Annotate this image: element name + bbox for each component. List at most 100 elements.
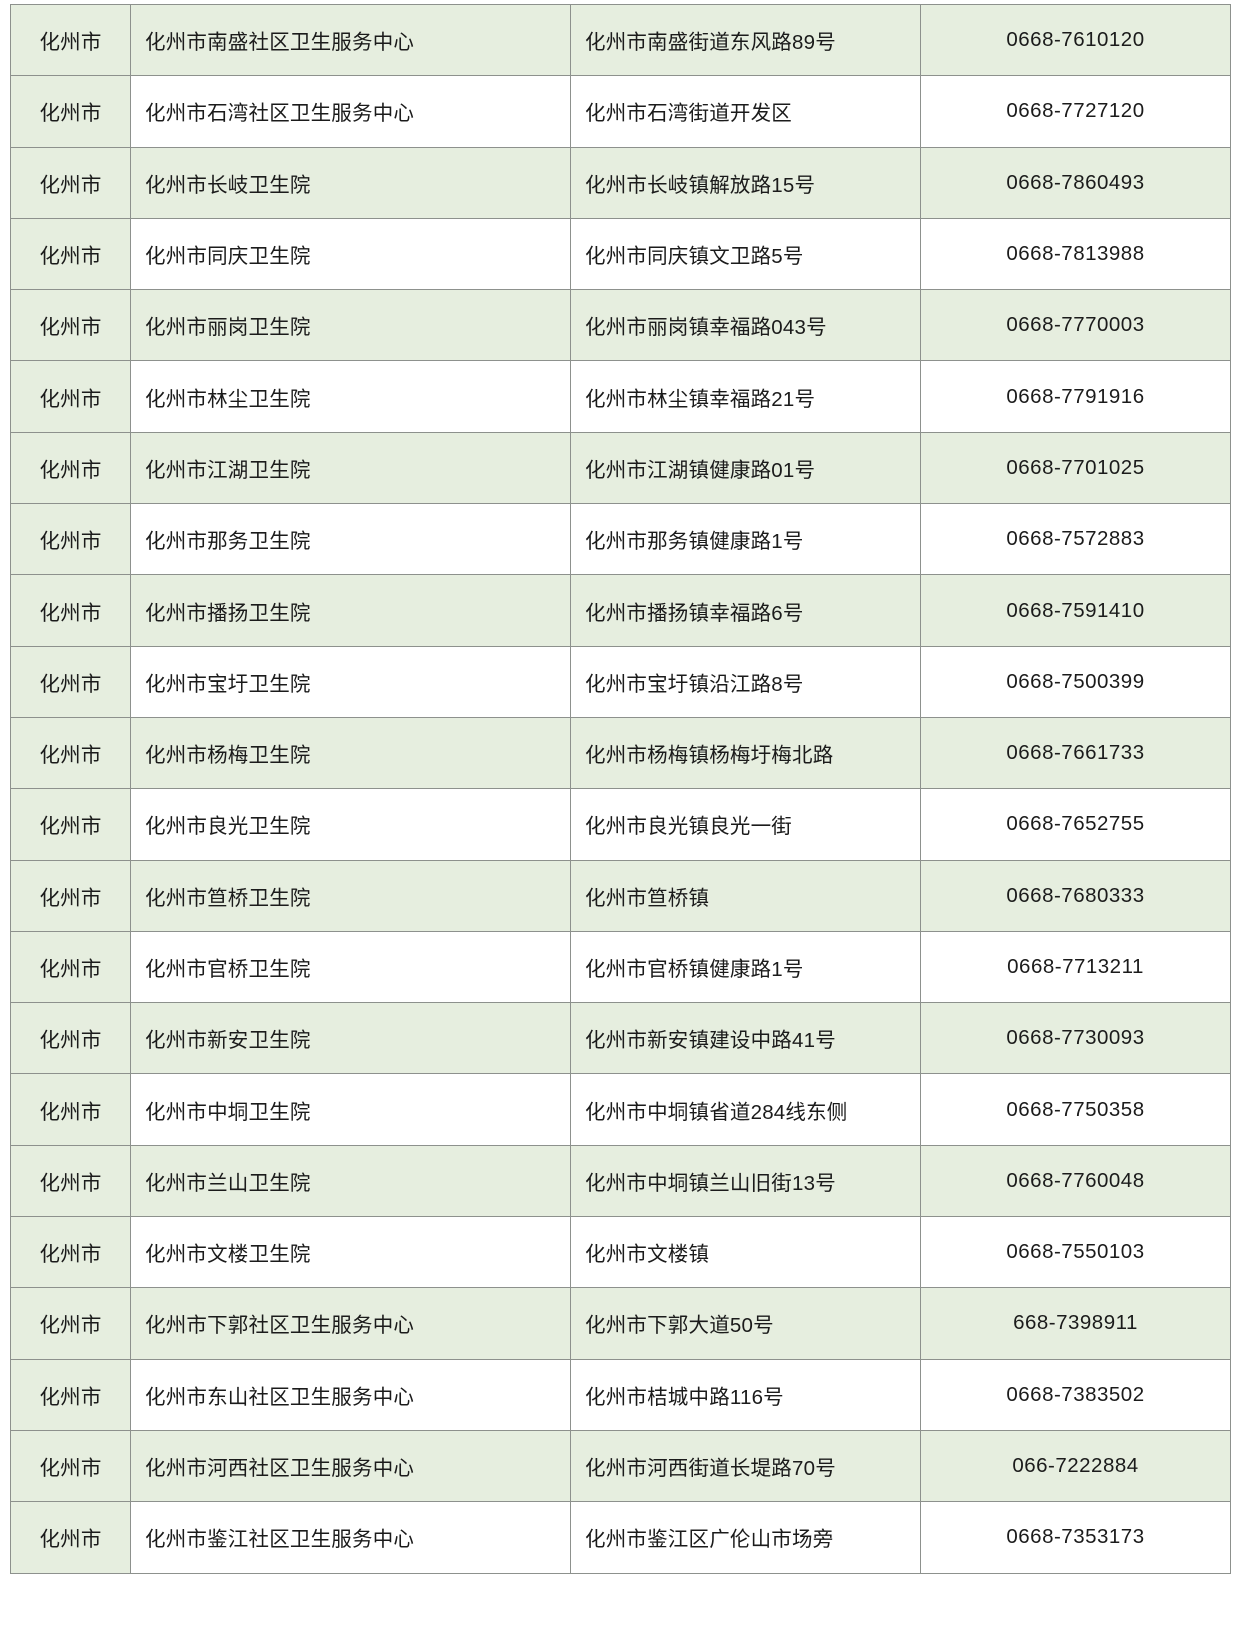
- cell-address: 化州市长岐镇解放路15号: [570, 146, 921, 219]
- cell-region: 化州市: [10, 1144, 131, 1218]
- cell-region: 化州市: [10, 3, 131, 77]
- table-row: 化州市 化州市同庆卫生院 化州市同庆镇文卫路5号 0668-7813988: [10, 217, 1231, 291]
- table-row: 化州市 化州市官桥卫生院 化州市官桥镇健康路1号 0668-7713211: [10, 930, 1231, 1004]
- cell-region: 化州市: [10, 1287, 131, 1360]
- cell-address: 化州市林尘镇幸福路21号: [570, 360, 921, 433]
- cell-region: 化州市: [10, 930, 131, 1004]
- table-row: 化州市 化州市新安卫生院 化州市新安镇建设中路41号 0668-7730093: [10, 1002, 1231, 1075]
- cell-address: 化州市那务镇健康路1号: [570, 503, 921, 576]
- table-row: 化州市 化州市南盛社区卫生服务中心 化州市南盛街道东风路89号 0668-761012…: [10, 3, 1231, 77]
- cell-phone: 0668-7713211: [920, 930, 1231, 1004]
- cell-phone: 0668-7701025: [920, 431, 1231, 505]
- cell-address: 化州市笪桥镇: [570, 859, 921, 932]
- cell-address: 化州市南盛街道东风路89号: [570, 3, 921, 77]
- table-row: 化州市 化州市中垌卫生院 化州市中垌镇省道284线东侧 0668-7750358: [10, 1073, 1231, 1146]
- table-row: 化州市 化州市林尘卫生院 化州市林尘镇幸福路21号 0668-7791916: [10, 360, 1231, 433]
- cell-phone: 0668-7680333: [920, 859, 1231, 932]
- facility-table-container: 化州市 化州市南盛社区卫生服务中心 化州市南盛街道东风路89号 0668-761012…: [10, 3, 1231, 1574]
- cell-phone: 0668-7353173: [920, 1501, 1231, 1574]
- cell-facility-name: 化州市河西社区卫生服务中心: [130, 1429, 571, 1503]
- table-row: 化州市 化州市石湾社区卫生服务中心 化州市石湾街道开发区 0668-7727120: [10, 75, 1231, 148]
- cell-address: 化州市河西街道长堤路70号: [570, 1429, 921, 1503]
- cell-address: 化州市宝圩镇沿江路8号: [570, 645, 921, 718]
- cell-region: 化州市: [10, 1002, 131, 1075]
- cell-phone: 668-7398911: [920, 1287, 1231, 1360]
- cell-phone: 0668-7661733: [920, 716, 1231, 790]
- table-row: 化州市 化州市杨梅卫生院 化州市杨梅镇杨梅圩梅北路 0668-7661733: [10, 716, 1231, 790]
- cell-phone: 0668-7770003: [920, 289, 1231, 362]
- cell-address: 化州市石湾街道开发区: [570, 75, 921, 148]
- cell-address: 化州市下郭大道50号: [570, 1287, 921, 1360]
- cell-address: 化州市播扬镇幸福路6号: [570, 574, 921, 647]
- cell-facility-name: 化州市杨梅卫生院: [130, 716, 571, 790]
- table-row: 化州市 化州市播扬卫生院 化州市播扬镇幸福路6号 0668-7591410: [10, 574, 1231, 647]
- cell-address: 化州市江湖镇健康路01号: [570, 431, 921, 505]
- cell-phone: 0668-7860493: [920, 146, 1231, 219]
- cell-region: 化州市: [10, 788, 131, 861]
- table-row: 化州市 化州市鉴江社区卫生服务中心 化州市鉴江区广伦山市场旁 0668-7353173: [10, 1501, 1231, 1574]
- cell-address: 化州市新安镇建设中路41号: [570, 1002, 921, 1075]
- cell-region: 化州市: [10, 1501, 131, 1574]
- cell-facility-name: 化州市长岐卫生院: [130, 146, 571, 219]
- table-row: 化州市 化州市文楼卫生院 化州市文楼镇 0668-7550103: [10, 1216, 1231, 1289]
- cell-facility-name: 化州市同庆卫生院: [130, 217, 571, 291]
- table-row: 化州市 化州市长岐卫生院 化州市长岐镇解放路15号 0668-7860493: [10, 146, 1231, 219]
- cell-phone: 0668-7730093: [920, 1002, 1231, 1075]
- cell-facility-name: 化州市丽岗卫生院: [130, 289, 571, 362]
- cell-facility-name: 化州市良光卫生院: [130, 788, 571, 861]
- cell-region: 化州市: [10, 146, 131, 219]
- cell-address: 化州市鉴江区广伦山市场旁: [570, 1501, 921, 1574]
- cell-phone: 0668-7760048: [920, 1144, 1231, 1218]
- cell-facility-name: 化州市中垌卫生院: [130, 1073, 571, 1146]
- table-row: 化州市 化州市下郭社区卫生服务中心 化州市下郭大道50号 668-7398911: [10, 1287, 1231, 1360]
- cell-facility-name: 化州市下郭社区卫生服务中心: [130, 1287, 571, 1360]
- cell-facility-name: 化州市新安卫生院: [130, 1002, 571, 1075]
- cell-facility-name: 化州市南盛社区卫生服务中心: [130, 3, 571, 77]
- cell-address: 化州市同庆镇文卫路5号: [570, 217, 921, 291]
- cell-facility-name: 化州市林尘卫生院: [130, 360, 571, 433]
- cell-address: 化州市杨梅镇杨梅圩梅北路: [570, 716, 921, 790]
- facility-table-body: 化州市 化州市南盛社区卫生服务中心 化州市南盛街道东风路89号 0668-761012…: [10, 3, 1231, 1574]
- cell-phone: 0668-7383502: [920, 1358, 1231, 1431]
- table-row: 化州市 化州市那务卫生院 化州市那务镇健康路1号 0668-7572883: [10, 503, 1231, 576]
- cell-region: 化州市: [10, 1429, 131, 1503]
- cell-phone: 0668-7572883: [920, 503, 1231, 576]
- cell-phone: 0668-7500399: [920, 645, 1231, 718]
- cell-address: 化州市丽岗镇幸福路043号: [570, 289, 921, 362]
- cell-facility-name: 化州市官桥卫生院: [130, 930, 571, 1004]
- cell-region: 化州市: [10, 859, 131, 932]
- cell-address: 化州市文楼镇: [570, 1216, 921, 1289]
- cell-address: 化州市中垌镇兰山旧街13号: [570, 1144, 921, 1218]
- cell-address: 化州市桔城中路116号: [570, 1358, 921, 1431]
- cell-facility-name: 化州市鉴江社区卫生服务中心: [130, 1501, 571, 1574]
- table-row: 化州市 化州市河西社区卫生服务中心 化州市河西街道长堤路70号 066-7222884: [10, 1429, 1231, 1503]
- cell-region: 化州市: [10, 217, 131, 291]
- table-row: 化州市 化州市东山社区卫生服务中心 化州市桔城中路116号 0668-7383502: [10, 1358, 1231, 1431]
- cell-phone: 0668-7591410: [920, 574, 1231, 647]
- cell-phone: 0668-7750358: [920, 1073, 1231, 1146]
- cell-region: 化州市: [10, 1216, 131, 1289]
- table-row: 化州市 化州市丽岗卫生院 化州市丽岗镇幸福路043号 0668-7770003: [10, 289, 1231, 362]
- cell-region: 化州市: [10, 431, 131, 505]
- cell-region: 化州市: [10, 574, 131, 647]
- cell-facility-name: 化州市兰山卫生院: [130, 1144, 571, 1218]
- table-row: 化州市 化州市宝圩卫生院 化州市宝圩镇沿江路8号 0668-7500399: [10, 645, 1231, 718]
- cell-facility-name: 化州市宝圩卫生院: [130, 645, 571, 718]
- cell-facility-name: 化州市东山社区卫生服务中心: [130, 1358, 571, 1431]
- cell-phone: 066-7222884: [920, 1429, 1231, 1503]
- cell-region: 化州市: [10, 289, 131, 362]
- table-row: 化州市 化州市江湖卫生院 化州市江湖镇健康路01号 0668-7701025: [10, 431, 1231, 505]
- cell-facility-name: 化州市石湾社区卫生服务中心: [130, 75, 571, 148]
- cell-address: 化州市良光镇良光一街: [570, 788, 921, 861]
- cell-phone: 0668-7727120: [920, 75, 1231, 148]
- cell-phone: 0668-7610120: [920, 3, 1231, 77]
- cell-phone: 0668-7813988: [920, 217, 1231, 291]
- cell-region: 化州市: [10, 1358, 131, 1431]
- cell-region: 化州市: [10, 75, 131, 148]
- table-row: 化州市 化州市良光卫生院 化州市良光镇良光一街 0668-7652755: [10, 788, 1231, 861]
- table-row: 化州市 化州市兰山卫生院 化州市中垌镇兰山旧街13号 0668-7760048: [10, 1144, 1231, 1218]
- cell-facility-name: 化州市江湖卫生院: [130, 431, 571, 505]
- cell-region: 化州市: [10, 360, 131, 433]
- facility-table: 化州市 化州市南盛社区卫生服务中心 化州市南盛街道东风路89号 0668-761012…: [10, 3, 1231, 1574]
- cell-facility-name: 化州市那务卫生院: [130, 503, 571, 576]
